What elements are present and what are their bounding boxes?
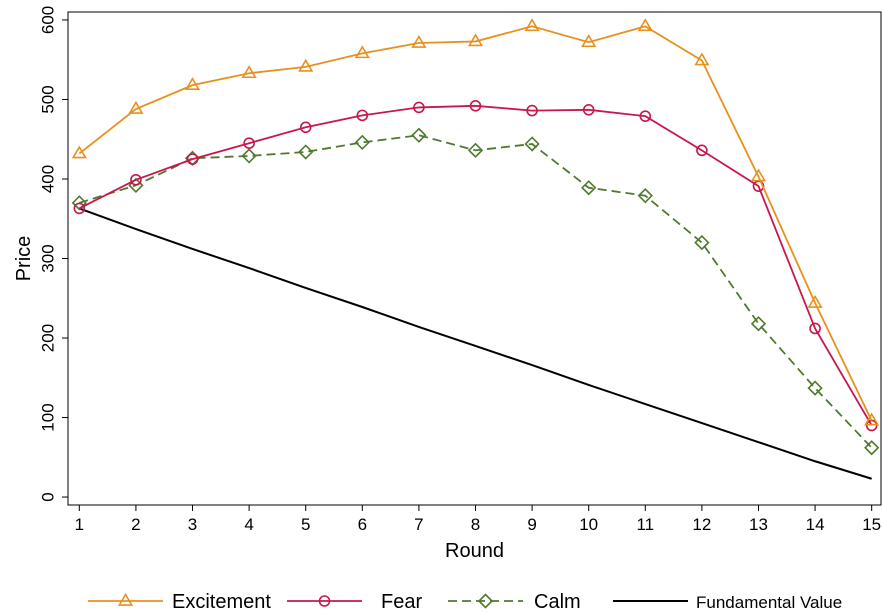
x-tick-label: 7: [414, 515, 423, 534]
data-point-calm: [354, 134, 370, 151]
series-line-excitement: [78, 25, 873, 422]
x-tick-label: 1: [75, 515, 84, 534]
data-point-fear: [639, 110, 652, 122]
data-point-excitement: [298, 58, 314, 72]
legend: Excitement Fear Calm Fundamental Value: [88, 591, 842, 613]
x-tick-label: 8: [471, 515, 480, 534]
y-tick-label: 600: [38, 6, 57, 34]
legend-label: Excitement: [172, 591, 271, 613]
data-point-excitement: [411, 34, 427, 48]
data-point-calm: [864, 440, 880, 456]
legend-item-fear: Fear: [287, 591, 422, 613]
series-excitement: [71, 18, 880, 426]
legend-label: Calm: [534, 591, 581, 613]
x-axis-title: Round: [445, 540, 504, 562]
data-point-excitement: [184, 77, 201, 90]
legend-marker: [318, 595, 331, 607]
data-point-excitement: [241, 65, 257, 79]
data-point-fear: [73, 202, 86, 215]
data-point-calm: [298, 144, 314, 160]
y-tick-label: 400: [38, 165, 57, 193]
data-point-fear: [299, 121, 312, 134]
data-point-fear: [130, 173, 142, 186]
x-tick-label: 5: [301, 515, 310, 534]
x-tick-label: 6: [358, 515, 367, 534]
data-point-calm: [524, 136, 540, 152]
data-point-excitement: [128, 100, 144, 114]
data-point-excitement: [71, 145, 87, 159]
x-tick-label: 10: [579, 515, 598, 534]
x-tick-label: 4: [244, 515, 253, 534]
x-tick-label: 9: [527, 515, 536, 534]
data-point-excitement: [694, 52, 710, 66]
y-axis-title: Price: [13, 236, 35, 282]
data-point-calm: [411, 127, 427, 143]
data-point-fear: [243, 137, 255, 150]
y-tick-label: 0: [38, 492, 57, 501]
data-point-fear: [186, 153, 199, 165]
data-point-excitement: [750, 168, 767, 182]
y-tick-label: 500: [38, 85, 57, 113]
x-tick-label: 14: [806, 515, 825, 534]
data-point-calm: [467, 142, 484, 158]
x-tick-label: 13: [749, 515, 768, 534]
x-tick-label: 3: [188, 515, 197, 534]
y-tick-label: 100: [38, 403, 57, 431]
data-point-calm: [637, 188, 653, 204]
legend-marker: [477, 593, 494, 609]
data-point-excitement: [524, 18, 540, 32]
data-point-fear: [809, 322, 821, 335]
series-calm: [71, 127, 880, 456]
y-tick-label: 200: [38, 324, 57, 352]
data-point-excitement: [864, 412, 880, 426]
data-point-fear: [696, 144, 708, 157]
legend-label: Fear: [381, 591, 422, 613]
legend-marker: [117, 592, 134, 606]
data-point-fear: [582, 104, 595, 116]
data-point-excitement: [637, 18, 653, 32]
data-point-fear: [526, 104, 538, 117]
x-tick-label: 11: [636, 515, 654, 534]
legend-label: Fundamental Value: [696, 593, 842, 612]
data-point-calm: [581, 180, 597, 196]
data-point-calm: [750, 316, 767, 332]
y-tick-label: 300: [38, 244, 57, 272]
series-line-calm: [79, 134, 873, 449]
data-point-calm: [807, 380, 823, 396]
legend-item-calm: Calm: [448, 591, 581, 613]
data-point-excitement: [807, 294, 823, 308]
data-point-calm: [241, 148, 257, 164]
series-line-fundamental-value: [78, 207, 872, 480]
data-point-fear: [356, 109, 369, 122]
data-point-fear: [413, 101, 425, 114]
series-fundamental-value: [78, 207, 872, 480]
legend-item-fundamental-value: Fundamental Value: [613, 593, 842, 612]
x-tick-label: 15: [862, 515, 881, 534]
data-point-excitement: [467, 33, 484, 47]
data-point-calm: [71, 195, 87, 211]
data-point-excitement: [581, 34, 597, 48]
x-tick-label: 12: [692, 515, 711, 534]
legend-item-excitement: Excitement: [88, 591, 271, 613]
series-layer: [71, 18, 880, 480]
data-point-fear: [469, 100, 482, 112]
x-tick-label: 2: [131, 515, 140, 534]
data-point-excitement: [354, 45, 370, 59]
data-point-calm: [694, 234, 710, 251]
series-line-fear: [78, 104, 873, 426]
